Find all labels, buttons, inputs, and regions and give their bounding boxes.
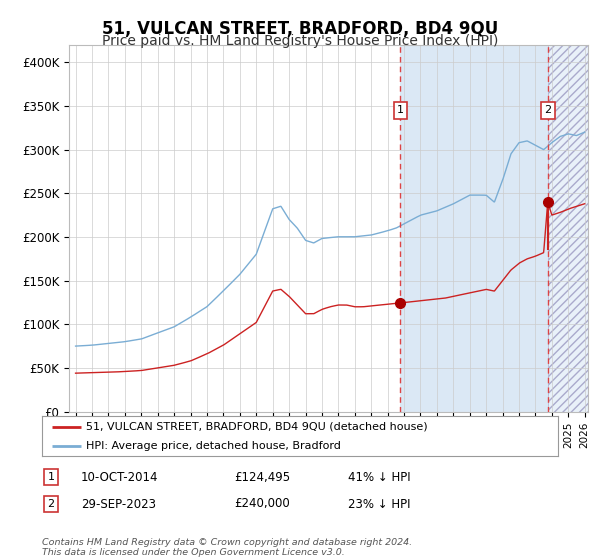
Bar: [400, 45, 548, 412]
Text: 51, VULCAN STREET, BRADFORD, BD4 9QU (detached house): 51, VULCAN STREET, BRADFORD, BD4 9QU (de…: [86, 422, 427, 432]
Text: 29-SEP-2023: 29-SEP-2023: [81, 497, 156, 511]
Text: HPI: Average price, detached house, Bradford: HPI: Average price, detached house, Brad…: [86, 441, 341, 450]
Text: 41% ↓ HPI: 41% ↓ HPI: [348, 470, 410, 484]
Text: 51, VULCAN STREET, BRADFORD, BD4 9QU: 51, VULCAN STREET, BRADFORD, BD4 9QU: [102, 20, 498, 38]
Bar: [548, 45, 588, 412]
Text: £124,495: £124,495: [234, 470, 290, 484]
Text: 2: 2: [47, 499, 55, 509]
Text: 1: 1: [47, 472, 55, 482]
Text: 1: 1: [397, 105, 404, 115]
Text: £240,000: £240,000: [234, 497, 290, 511]
Bar: [548, 45, 588, 412]
Text: 10-OCT-2014: 10-OCT-2014: [81, 470, 158, 484]
Text: 23% ↓ HPI: 23% ↓ HPI: [348, 497, 410, 511]
Text: Price paid vs. HM Land Registry's House Price Index (HPI): Price paid vs. HM Land Registry's House …: [102, 34, 498, 48]
Text: Contains HM Land Registry data © Crown copyright and database right 2024.
This d: Contains HM Land Registry data © Crown c…: [42, 538, 412, 557]
Text: 2: 2: [544, 105, 551, 115]
